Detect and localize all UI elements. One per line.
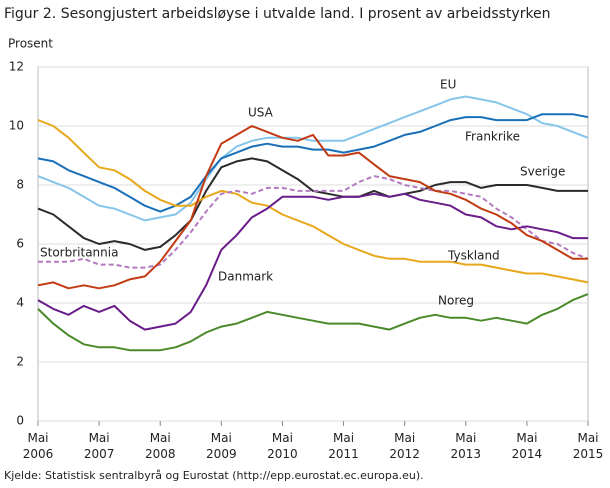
series-label: Noreg [438, 294, 474, 308]
y-axis-label: Prosent [8, 37, 53, 51]
x-tick-label-line: 2012 [389, 447, 420, 461]
chart-title: Figur 2. Sesongjustert arbeidsløyse i ut… [4, 6, 551, 22]
series-label: Tyskland [447, 249, 500, 263]
x-tick-label: Mai 2008 [145, 431, 176, 461]
x-tick-label-line: Mai [333, 431, 354, 445]
x-tick-label: Mai 2009 [206, 431, 237, 461]
x-tick-label-line: Mai [516, 431, 537, 445]
x-tick-label: Mai 2011 [328, 431, 359, 461]
x-tick-label-line: Mai [211, 431, 232, 445]
y-tick-label: 0 [16, 414, 24, 428]
x-tick-label-line: 2010 [267, 447, 298, 461]
x-tick-label-line: Mai [272, 431, 293, 445]
x-tick-label-line: 2014 [512, 447, 543, 461]
source: Kjelde: Statistisk sentralbyrå og Eurost… [4, 469, 424, 482]
x-tick-label-line: 2009 [206, 447, 237, 461]
series-line [37, 95, 589, 222]
x-tick-label: Mai 2015 [573, 431, 604, 461]
y-tick-label: 4 [16, 296, 24, 310]
series-label: Sverige [520, 165, 565, 179]
y-tick-label: 10 [9, 119, 24, 133]
series-label: Storbritannia [40, 246, 118, 260]
x-tick-label-line: 2007 [84, 447, 115, 461]
series-label: USA [248, 106, 274, 120]
x-tick-label-line: Mai [150, 431, 171, 445]
series-label: Frankrike [465, 130, 520, 144]
series-label: EU [440, 78, 456, 92]
x-tick-label-line: 2008 [145, 447, 176, 461]
series-line [37, 157, 588, 251]
x-tick-label-line: 2011 [328, 447, 359, 461]
x-tick-label-line: Mai [394, 431, 415, 445]
x-tick-label-line: Mai [27, 431, 48, 445]
x-tick-label: Mai 2010 [267, 431, 298, 461]
series-line [37, 119, 589, 284]
x-tick-label: Mai 2007 [84, 431, 115, 461]
series-line [37, 293, 589, 352]
series-line [37, 113, 589, 213]
y-tick-label: 8 [16, 178, 24, 192]
x-tick-label: Mai 2006 [23, 431, 54, 461]
x-tick-label-line: Mai [455, 431, 476, 445]
x-tick-label-line: Mai [577, 431, 598, 445]
x-tick-label-line: 2013 [451, 447, 482, 461]
x-tick-label-line: 2006 [23, 447, 54, 461]
y-tick-label: 6 [16, 237, 24, 251]
y-tick-label: 12 [9, 60, 24, 74]
x-tick-label-line: 2015 [573, 447, 604, 461]
series-line [38, 175, 589, 269]
series-line [37, 125, 588, 290]
series-label: Danmark [218, 270, 273, 284]
x-tick-label: Mai 2014 [512, 431, 543, 461]
x-tick-label: Mai 2012 [389, 431, 420, 461]
x-tick-label: Mai 2013 [451, 431, 482, 461]
series-line [37, 192, 588, 331]
x-tick-label-line: Mai [89, 431, 110, 445]
y-tick-label: 2 [16, 355, 24, 369]
